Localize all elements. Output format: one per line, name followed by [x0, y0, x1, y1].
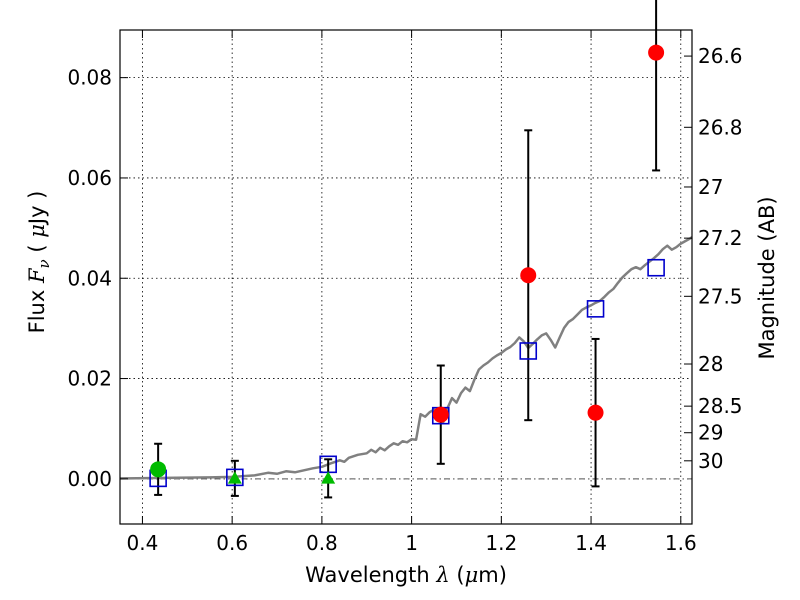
- green-upper-limit-triangle: [227, 471, 242, 484]
- model-photometry-square: [586, 300, 605, 318]
- marker-layer: [149, 44, 665, 488]
- magnitude-tick-label: 30: [698, 449, 723, 473]
- x-tick-label: 0.6: [216, 531, 248, 555]
- magnitude-tick-label: 28.5: [698, 394, 743, 418]
- x-tick-label: 0.4: [127, 531, 159, 555]
- y-axis-label: Flux Fν ( μJy ): [25, 191, 53, 334]
- green-upper-limit-triangle: [321, 471, 336, 484]
- magnitude-tick-label: 27: [698, 175, 723, 199]
- model-photometry-square: [519, 342, 538, 360]
- plot-frame: [119, 29, 693, 525]
- errorbar-layer: [154, 0, 661, 499]
- right-axis-ticks: 26.6 26.8 27 27.2 27.5 28 28.5 29 30: [684, 44, 743, 473]
- measured-flux-point: [432, 406, 449, 423]
- magnitude-tick-label: 26.6: [698, 44, 743, 68]
- magnitude-tick-label: 27.2: [698, 226, 743, 250]
- measured-flux-point: [648, 44, 665, 61]
- y-tick-label: 0.06: [67, 166, 112, 190]
- magnitude-tick-label: 27.5: [698, 284, 743, 308]
- axes-frame: [119, 29, 693, 525]
- x-tick-label: 0.8: [306, 531, 338, 555]
- magnitude-tick-label: 28: [698, 352, 723, 376]
- x-tick-label: 1.6: [665, 531, 697, 555]
- x-tick-label: 1: [405, 531, 418, 555]
- y-tick-label: 0.04: [67, 266, 112, 290]
- magnitude-tick-label: 26.8: [698, 115, 743, 139]
- x-tick-label: 1.2: [485, 531, 517, 555]
- grid-layer: [120, 30, 692, 524]
- right-axis-label: Magnitude (AB): [755, 196, 779, 359]
- model-photometry-square: [647, 258, 665, 277]
- x-axis-label: Wavelength λ (μm): [305, 563, 507, 587]
- y-tick-label: 0.02: [67, 367, 112, 391]
- y-tick-label: 0.08: [67, 66, 112, 90]
- model-spectrum-line: [119, 236, 693, 480]
- magnitude-tick-label: 29: [698, 421, 723, 445]
- green-flux-point: [150, 461, 167, 478]
- y-tick-label: 0.00: [67, 467, 112, 491]
- y-axis-ticks: 0.00 0.02 0.04 0.06 0.08: [67, 66, 128, 491]
- x-tick-label: 1.4: [575, 531, 607, 555]
- measured-flux-point: [520, 267, 537, 284]
- x-axis-ticks: 0.4 0.6 0.8 1 1.2 1.4 1.6: [127, 30, 697, 555]
- spectrum-layer: [119, 236, 693, 480]
- measured-flux-point: [587, 404, 604, 421]
- model-photometry-square: [226, 468, 244, 487]
